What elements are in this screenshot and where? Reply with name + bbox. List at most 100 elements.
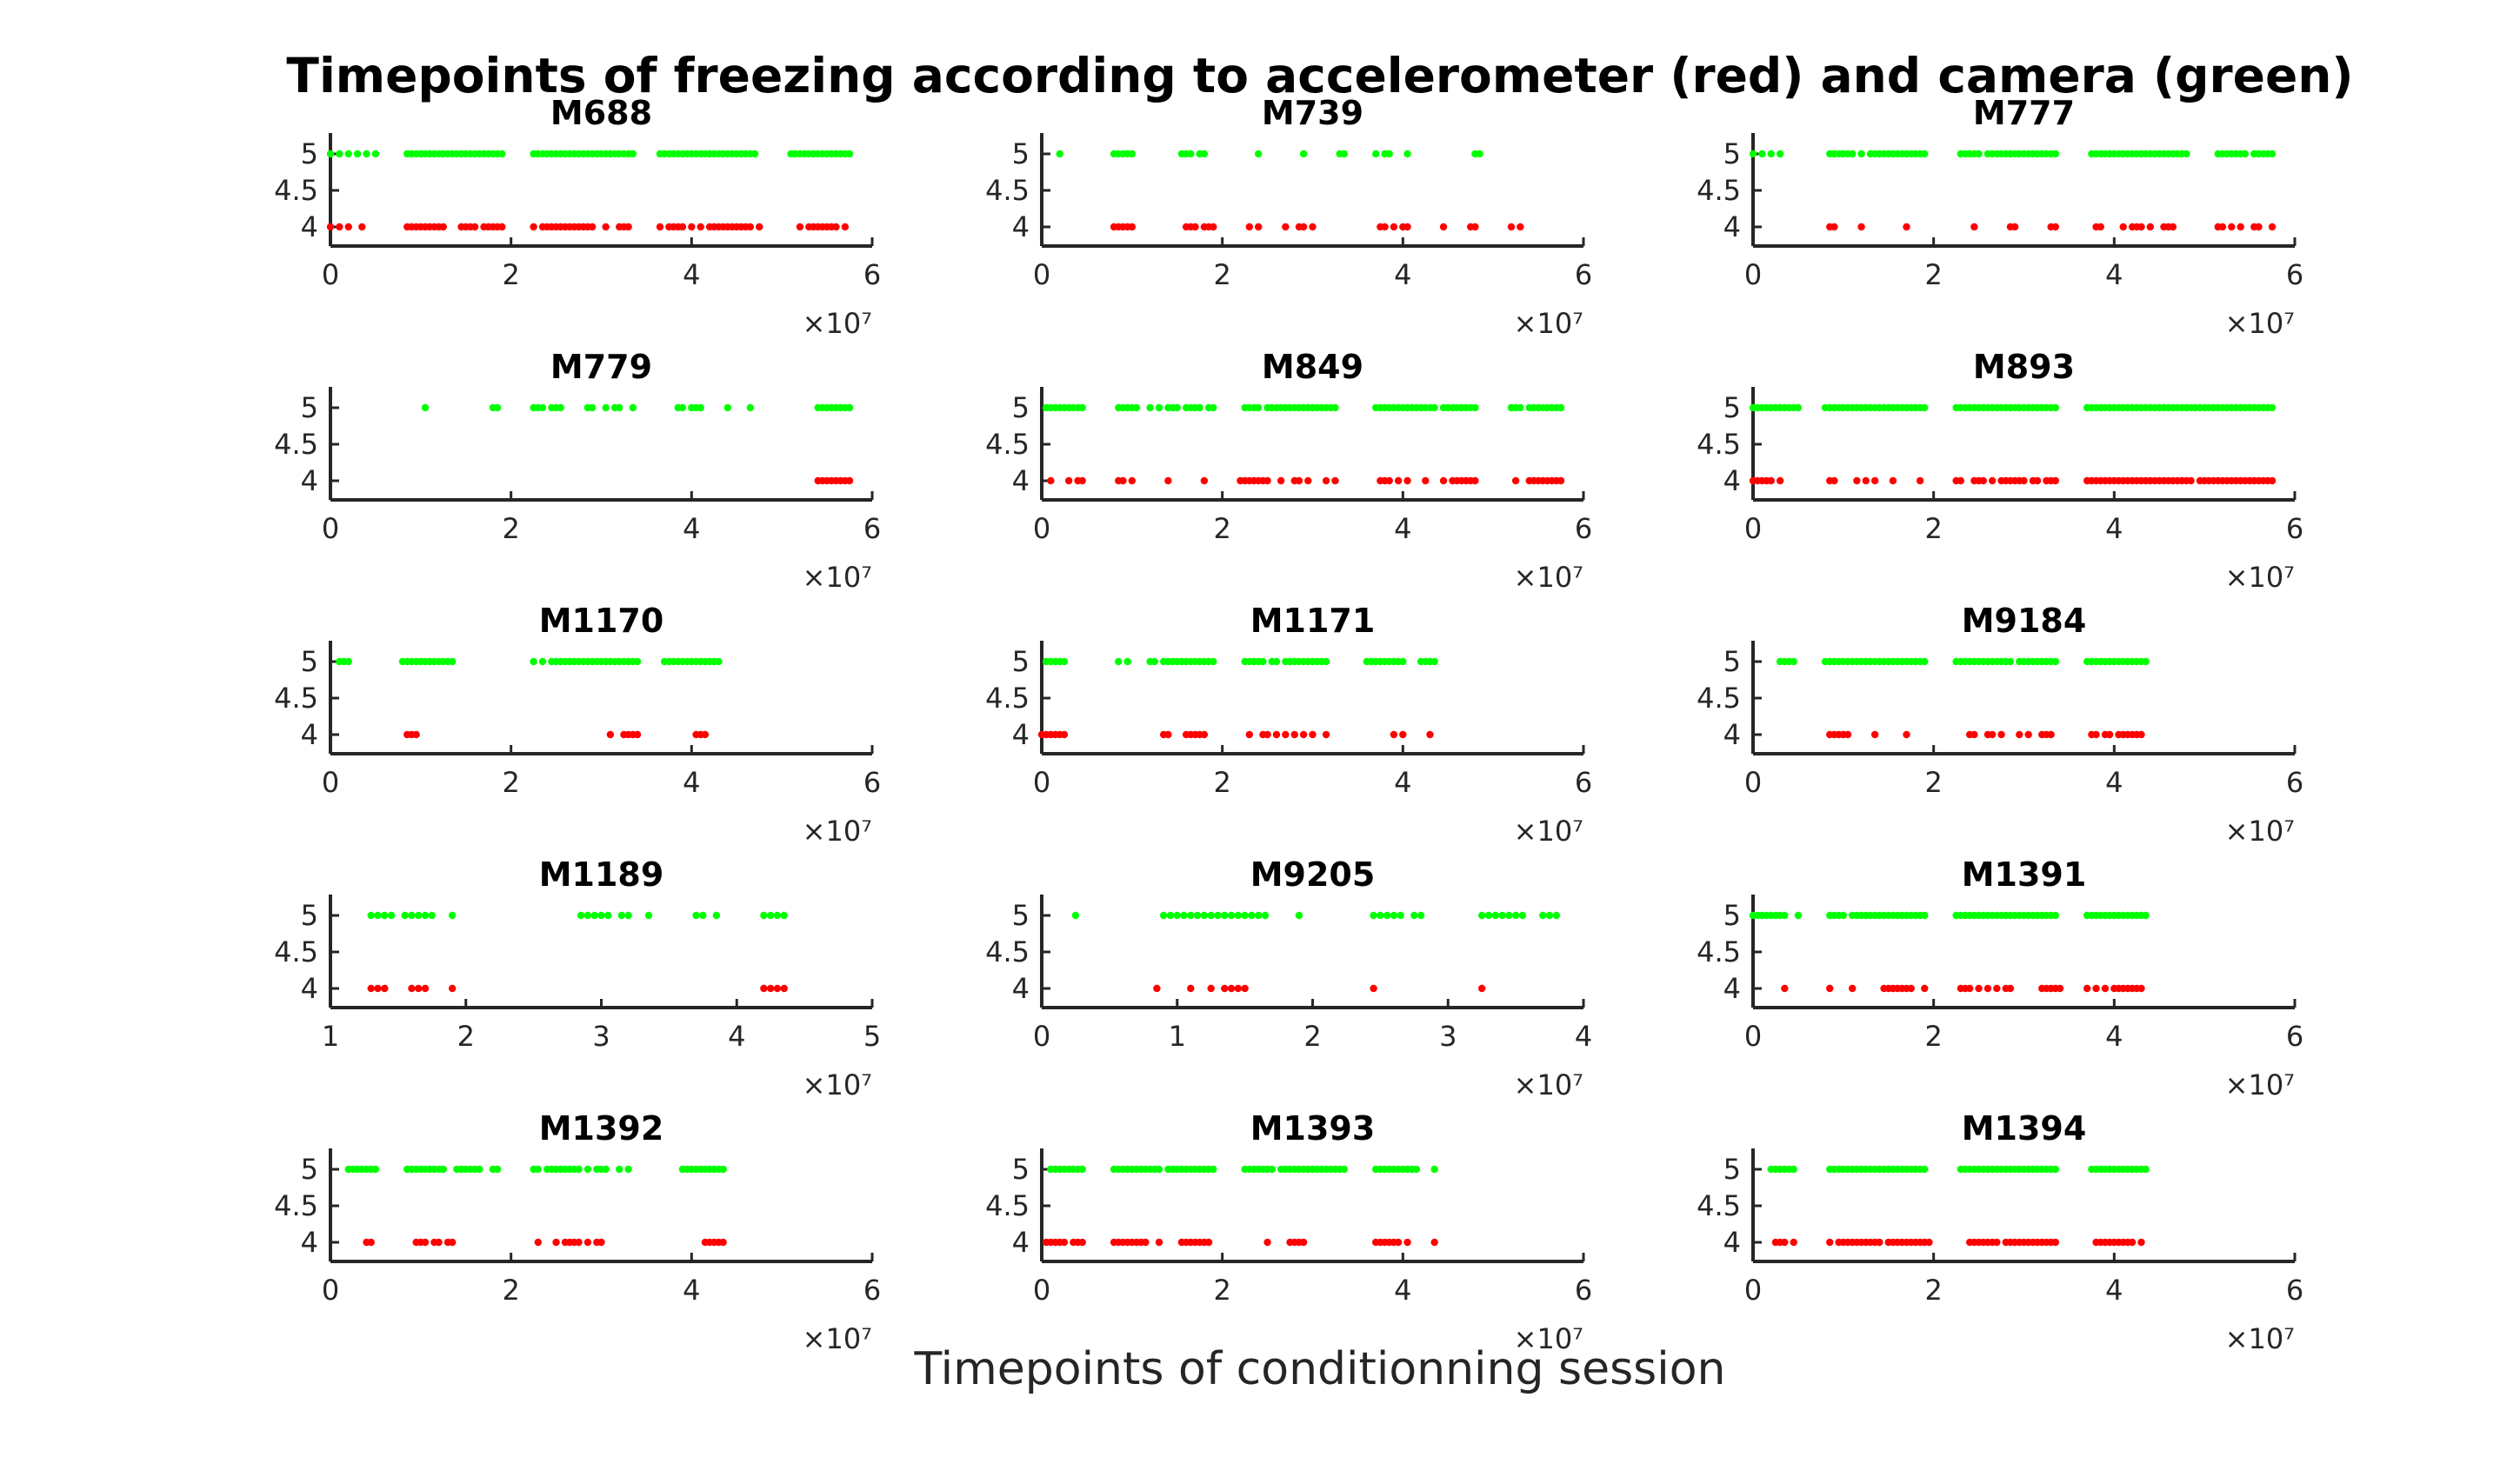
camera-point: [1128, 150, 1137, 158]
x-tick-label: 6: [2286, 1020, 2303, 1053]
camera-point: [602, 1165, 610, 1174]
accelerometer-series: [1826, 223, 2277, 231]
accelerometer-point: [688, 223, 696, 231]
accelerometer-point: [2101, 984, 2110, 993]
x-tick-label: 2: [502, 1274, 519, 1307]
subplot-title: M9184: [1962, 602, 2087, 640]
accelerometer-point: [2146, 223, 2155, 231]
accelerometer-point: [408, 984, 416, 993]
accelerometer-point: [1241, 984, 1249, 993]
accelerometer-point: [381, 984, 389, 993]
accelerometer-point: [1322, 476, 1330, 485]
accelerometer-point: [1234, 984, 1243, 993]
accelerometer-series: [1826, 730, 2145, 739]
camera-point: [1210, 657, 1217, 666]
accelerometer-point: [1370, 984, 1377, 993]
accelerometer-point: [1471, 223, 1479, 231]
accelerometer-point: [588, 223, 597, 231]
accelerometer-point: [1390, 223, 1398, 231]
camera-point: [616, 403, 623, 412]
accelerometer-point: [1862, 476, 1870, 485]
camera-series: [1749, 150, 2277, 158]
x-tick-label: 4: [2105, 258, 2123, 291]
accelerometer-point: [2255, 223, 2263, 231]
camera-point: [374, 911, 382, 920]
x-tick-label: 4: [683, 1274, 700, 1307]
x-tick-label: 5: [863, 1020, 881, 1053]
x-tick-label: 0: [322, 258, 339, 291]
accelerometer-point: [2092, 984, 2100, 993]
accelerometer-series: [1110, 223, 1524, 231]
accelerometer-point: [2024, 730, 2032, 739]
accelerometer-point: [1207, 984, 1215, 993]
accelerometer-series: [1042, 1238, 1438, 1247]
camera-point: [2051, 150, 2060, 158]
subplot-title: M1391: [1962, 855, 2087, 894]
camera-point: [1078, 403, 1086, 412]
x-tick-label: 2: [1213, 258, 1230, 291]
y-tick-label: 4: [1012, 972, 1030, 1005]
camera-point: [1430, 403, 1438, 412]
camera-point: [1146, 403, 1154, 412]
subplot-M1391: M1391 4 4.55 0 2 4 6 ×10⁷: [1697, 855, 2303, 1101]
accelerometer-point: [766, 984, 775, 993]
camera-point: [1150, 657, 1158, 666]
x-tick-label: 4: [683, 258, 700, 291]
x-tick-label: 6: [1575, 512, 1592, 545]
accelerometer-point: [2056, 984, 2064, 993]
camera-point: [371, 150, 380, 158]
camera-point: [692, 911, 700, 920]
accelerometer-series: [1153, 984, 1486, 993]
y-tick-label: 5: [1012, 899, 1030, 932]
camera-point: [401, 911, 409, 920]
accelerometer-point: [1993, 1238, 2001, 1247]
camera-point: [1173, 911, 1181, 920]
accelerometer-point: [1511, 476, 1520, 485]
camera-point: [1471, 403, 1479, 412]
accelerometer-point: [1870, 476, 1879, 485]
camera-point: [1268, 1165, 1276, 1174]
accelerometer-point: [1245, 223, 1254, 231]
camera-point: [530, 657, 537, 666]
accelerometer-point: [1507, 223, 1516, 231]
accelerometer-point: [1204, 1238, 1213, 1247]
camera-point: [2268, 403, 2277, 412]
accelerometer-point: [498, 223, 506, 231]
subplot-title: M1189: [539, 855, 664, 894]
subplot-title: M1170: [539, 602, 664, 640]
accelerometer-point: [606, 730, 615, 739]
camera-point: [1159, 911, 1168, 920]
accelerometer-point: [1322, 730, 1330, 739]
camera-point: [1403, 150, 1411, 158]
camera-point: [629, 150, 637, 158]
camera-point: [2142, 911, 2150, 920]
accelerometer-point: [1970, 223, 1978, 231]
camera-point: [780, 911, 788, 920]
x-tick-label: 6: [2286, 1274, 2303, 1307]
x-tick-label: 0: [1033, 1274, 1050, 1307]
accelerometer-point: [1843, 730, 1852, 739]
camera-point: [1187, 150, 1195, 158]
accelerometer-point: [1916, 476, 1924, 485]
accelerometer-point: [1277, 476, 1285, 485]
x-tick-label: 2: [1303, 1020, 1321, 1053]
camera-point: [381, 911, 389, 920]
camera-point: [1430, 1165, 1438, 1174]
camera-point: [363, 150, 370, 158]
accelerometer-point: [1970, 730, 1978, 739]
camera-point: [1187, 911, 1195, 920]
camera-point: [1412, 1165, 1421, 1174]
camera-point: [439, 1165, 447, 1174]
camera-point: [1340, 150, 1349, 158]
camera-point: [723, 403, 732, 412]
x-exponent-label: ×10⁷: [1514, 1068, 1583, 1101]
camera-point: [421, 911, 430, 920]
accelerometer-point: [2137, 223, 2145, 231]
x-tick-label: 2: [1213, 766, 1230, 799]
accelerometer-point: [412, 730, 420, 739]
x-tick-label: 0: [1744, 766, 1762, 799]
camera-point: [1390, 911, 1398, 920]
accelerometer-point: [415, 984, 423, 993]
